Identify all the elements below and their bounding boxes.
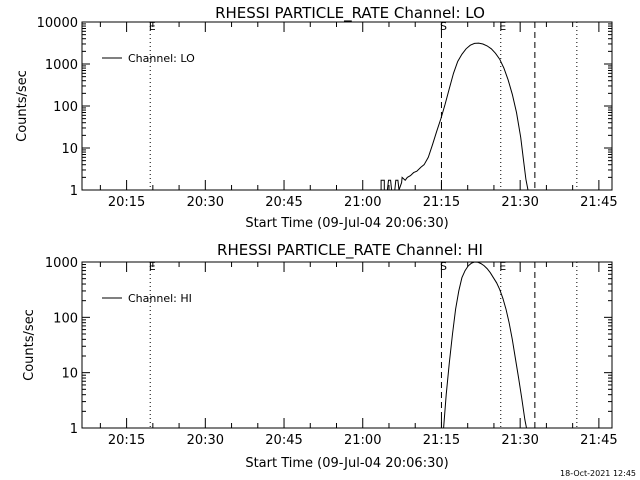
panel-lo-ytick-label: 1 [70,184,78,199]
panel-lo-ytick-label: 10 [61,142,78,157]
panel-hi-series [443,261,527,429]
panel-lo-ylabel: Counts/sec [15,70,30,142]
panel-hi-ylabel: Counts/sec [22,309,37,381]
footer-timestamp: 18-Oct-2021 12:45 [560,469,636,478]
panel-lo-xticks: 20:15 20:30 20:45 21:00 21:15 21:30 21:45 [99,22,618,210]
panel-lo-marker-label: E [149,20,156,33]
panel-lo-xtick-label: 20:45 [265,195,302,210]
panel-hi-marker-label: E [149,260,156,273]
panel-lo-series-line [380,42,529,191]
panel-hi-ytick-label: 100 [53,311,78,326]
panel-lo-xtick-label: 20:15 [108,195,145,210]
panel-lo-xlabel: Start Time (09-Jul-04 20:06:30) [245,216,448,231]
panel-lo: RHESSI PARTICLE_RATE Channel: LO E S E 1 10… [15,4,618,231]
panel-hi-xticks: 20:15 20:30 20:45 21:00 21:15 21:30 21:45 [99,262,618,448]
panel-hi-yticks: 1 10 100 1000 [45,256,612,437]
panel-hi-ytick-label: 10 [61,367,78,382]
panel-hi-xtick-label: 21:30 [501,433,538,448]
panel-hi-title: RHESSI PARTICLE_RATE Channel: HI [217,241,483,260]
panel-lo-xtick-label: 21:00 [344,195,381,210]
panel-hi: RHESSI PARTICLE_RATE Channel: HI E S E 1 10… [22,241,618,471]
panel-lo-legend-label: Channel: LO [128,52,195,65]
panel-hi-legend: Channel: HI [102,292,192,305]
panel-lo-xtick-label: 21:45 [580,195,617,210]
panel-hi-legend-label: Channel: HI [128,292,192,305]
panel-hi-marker-label: E [499,260,506,273]
panel-lo-xtick-label: 21:30 [501,195,538,210]
panel-lo-yticks: 1 10 100 1000 10000 [37,16,612,199]
panel-lo-legend: Channel: LO [102,52,195,65]
panel-hi-xtick-label: 20:30 [187,433,224,448]
panel-lo-xtick-label: 21:15 [423,195,460,210]
panel-hi-series-line [443,261,527,429]
panel-lo-ytick-label: 10000 [37,16,78,31]
panel-hi-xtick-label: 21:00 [344,433,381,448]
panel-hi-ytick-label: 1000 [45,256,78,271]
panel-hi-ytick-label: 1 [70,422,78,437]
panel-hi-xtick-label: 20:15 [108,433,145,448]
panel-lo-ytick-label: 1000 [45,58,78,73]
panel-lo-xtick-label: 20:30 [187,195,224,210]
panel-lo-title: RHESSI PARTICLE_RATE Channel: LO [215,4,485,23]
panel-lo-ytick-label: 100 [53,100,78,115]
panel-hi-marker-label: S [440,260,447,273]
panel-lo-series [380,42,529,191]
panel-hi-xtick-label: 20:45 [265,433,302,448]
panel-hi-xlabel: Start Time (09-Jul-04 20:06:30) [245,456,448,471]
panel-hi-frame [81,261,613,429]
panel-hi-xtick-label: 21:15 [423,433,460,448]
panel-lo-marker-label: E [499,20,506,33]
panel-lo-marker-label: S [440,20,447,33]
panel-hi-xtick-label: 21:45 [580,433,617,448]
